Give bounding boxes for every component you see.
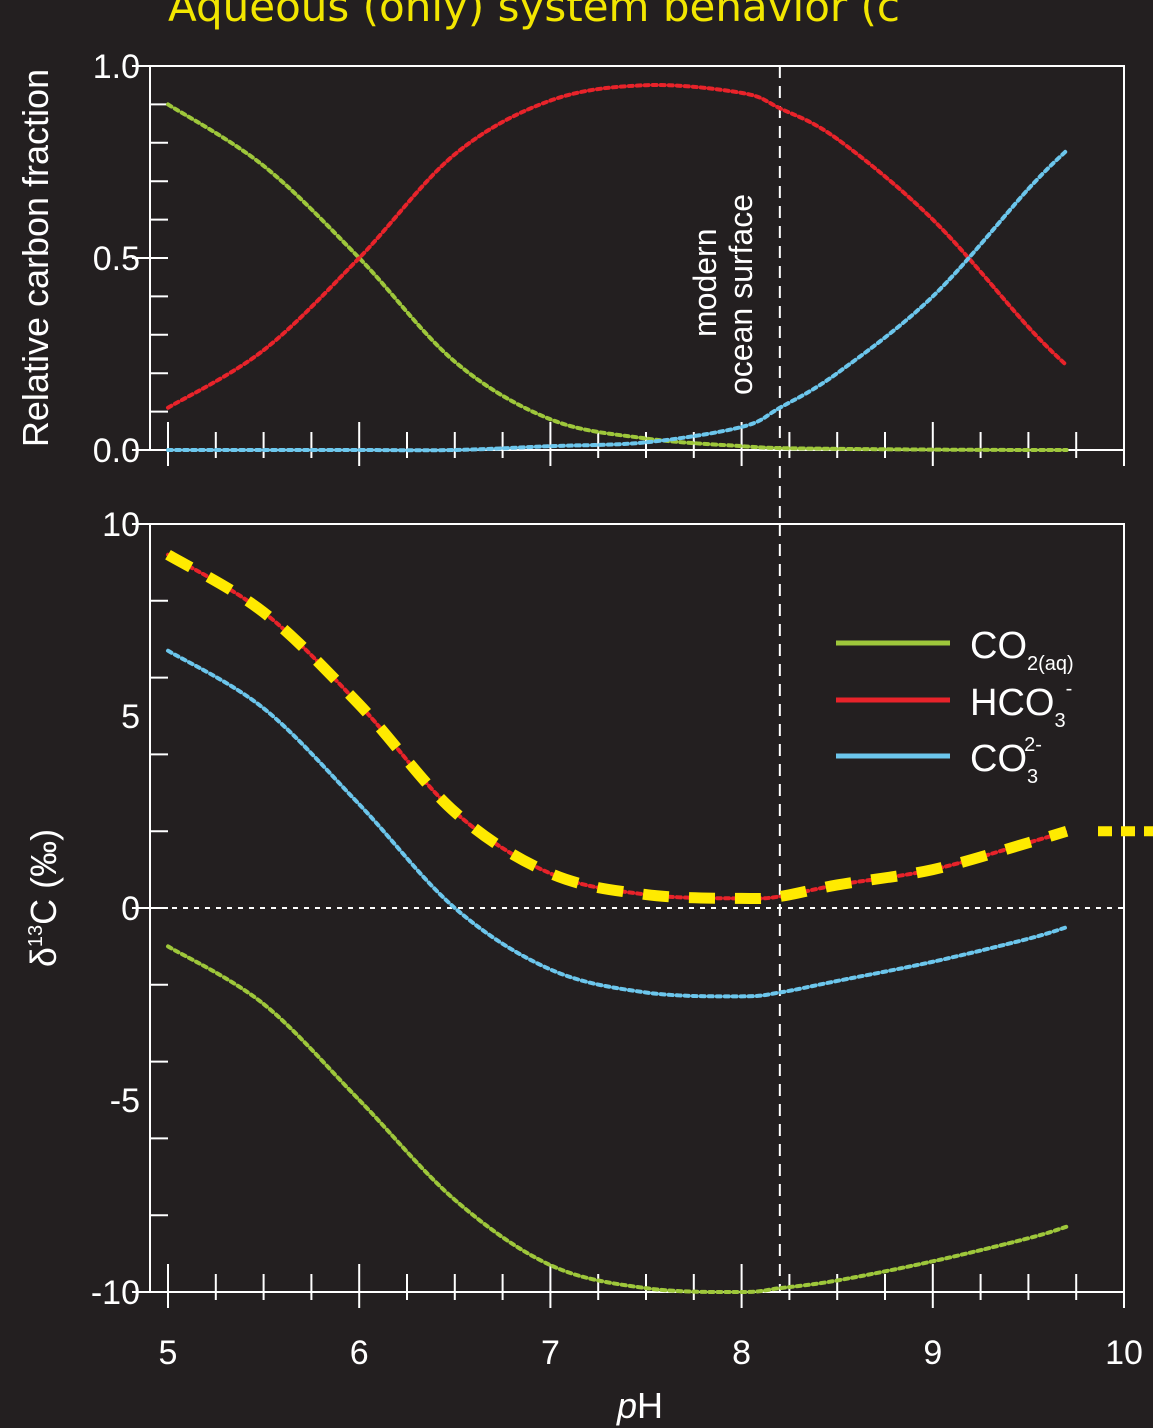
- isotope-y-tick-label: 10: [102, 506, 140, 544]
- fraction-y-tick-label: 0.5: [93, 240, 140, 278]
- x-axis-title: pH: [616, 1385, 663, 1426]
- isotope-y-tick-label: 5: [121, 698, 140, 736]
- annotation-line-2: ocean surface: [723, 194, 759, 395]
- isotope-y-tick-label: 0: [121, 890, 140, 928]
- isotope-series-co2: [168, 946, 1067, 1292]
- x-tick-label: 9: [923, 1334, 942, 1372]
- x-tick-label: 5: [159, 1334, 178, 1372]
- legend-label-hco3: HCO3-: [970, 678, 1072, 732]
- fraction-y-tick-label: 0.0: [93, 432, 140, 470]
- legend-label-co2: CO2(aq): [970, 625, 1074, 675]
- x-tick-label: 7: [541, 1334, 560, 1372]
- fraction-plot-frame: [150, 66, 1124, 450]
- fraction-y-tick-label: 1.0: [93, 48, 140, 86]
- isotope-series-co3: [168, 651, 1067, 997]
- x-tick-label: 8: [732, 1334, 751, 1372]
- x-tick-label: 10: [1105, 1334, 1143, 1372]
- annotation-line-1: modern: [687, 229, 723, 338]
- fraction-panel: 0.0 0.5 1.0: [93, 48, 1124, 524]
- bottom-y-axis-title: δ13C (‰): [23, 829, 64, 967]
- isotope-series-hco3: [168, 555, 1067, 899]
- x-tick-label: 6: [350, 1334, 369, 1372]
- legend-label-co3: CO32-: [970, 734, 1042, 788]
- isotope-y-tick-label: -5: [110, 1082, 140, 1120]
- modern-ocean-annotation: modern ocean surface: [687, 194, 759, 395]
- fraction-series-co3: [168, 150, 1067, 450]
- isotope-series-highlight: [168, 555, 1067, 899]
- fraction-series-hco3: [168, 85, 1067, 408]
- isotope-y-tick-label: -10: [91, 1274, 140, 1312]
- top-y-axis-title: Relative carbon fraction: [15, 69, 56, 447]
- legend: CO2(aq) HCO3- CO32-: [836, 625, 1074, 788]
- fraction-series-co2: [168, 104, 1067, 450]
